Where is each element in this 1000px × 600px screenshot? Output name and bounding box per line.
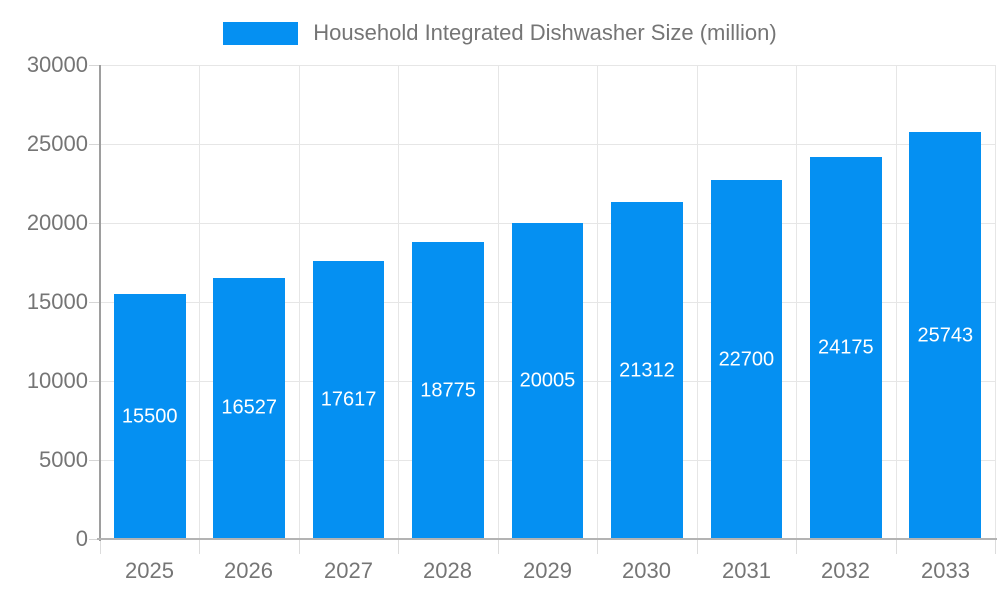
y-axis-tick bbox=[89, 539, 100, 540]
x-axis-label: 2033 bbox=[921, 558, 970, 583]
gridline-vertical bbox=[398, 65, 400, 539]
bar-2030[interactable]: 21312 bbox=[611, 202, 683, 539]
y-axis-label: 30000 bbox=[26, 52, 88, 77]
y-axis-line bbox=[99, 65, 101, 541]
x-axis-line bbox=[97, 538, 997, 540]
x-axis-tick bbox=[199, 540, 200, 554]
y-axis-label: 5000 bbox=[39, 447, 88, 472]
bar-value-label: 20005 bbox=[519, 369, 576, 392]
gridline-vertical bbox=[199, 65, 201, 539]
bar-value-label: 22700 bbox=[718, 348, 775, 371]
bar-value-label: 16527 bbox=[221, 396, 277, 419]
y-axis-label: 25000 bbox=[26, 131, 88, 156]
y-axis-label: 20000 bbox=[26, 210, 88, 235]
x-axis-tick bbox=[896, 540, 897, 554]
y-axis-tick bbox=[89, 144, 100, 145]
x-axis-label: 2028 bbox=[423, 558, 472, 583]
y-axis-tick bbox=[89, 65, 100, 66]
legend-swatch bbox=[223, 21, 299, 45]
x-axis-label: 2027 bbox=[324, 558, 373, 583]
y-axis-tick bbox=[89, 223, 100, 224]
bar-2029[interactable]: 20005 bbox=[511, 222, 584, 539]
gridline-horizontal bbox=[100, 65, 995, 66]
gridline-vertical bbox=[796, 65, 798, 539]
gridline-vertical bbox=[298, 65, 300, 539]
x-axis-label: 2029 bbox=[523, 558, 572, 583]
x-axis-tick bbox=[697, 540, 698, 554]
x-axis-tick bbox=[796, 540, 797, 554]
bar-value-label: 17617 bbox=[320, 388, 377, 411]
x-axis-tick bbox=[100, 540, 101, 554]
x-axis-tick bbox=[498, 540, 499, 554]
y-axis-label: 15000 bbox=[26, 289, 88, 314]
gridline-vertical bbox=[895, 65, 897, 539]
bar-2028[interactable]: 18775 bbox=[412, 242, 484, 539]
bar-value-label: 21312 bbox=[619, 359, 675, 382]
gridline-vertical bbox=[995, 65, 996, 539]
gridline-vertical bbox=[497, 65, 499, 539]
x-axis-label: 2025 bbox=[125, 558, 174, 583]
x-axis-tick bbox=[995, 540, 996, 554]
y-axis-tick bbox=[89, 381, 100, 382]
y-axis-tick bbox=[89, 460, 100, 461]
x-axis-label: 2031 bbox=[722, 558, 771, 583]
bar-2032[interactable]: 24175 bbox=[810, 157, 882, 539]
gridline-vertical bbox=[696, 65, 698, 539]
legend-item[interactable]: Household Integrated Dishwasher Size (mi… bbox=[0, 18, 1000, 48]
x-axis-tick bbox=[299, 540, 300, 554]
x-axis-tick bbox=[398, 540, 399, 554]
y-axis-label: 10000 bbox=[26, 368, 88, 393]
bar-value-label: 15500 bbox=[121, 405, 178, 428]
gridline-horizontal bbox=[100, 143, 995, 145]
x-axis-label: 2030 bbox=[622, 558, 671, 583]
bar-2025[interactable]: 15500 bbox=[113, 294, 186, 539]
legend-label: Household Integrated Dishwasher Size (mi… bbox=[313, 20, 777, 45]
y-axis-label: 0 bbox=[75, 526, 88, 551]
x-axis-label: 2032 bbox=[821, 558, 870, 583]
y-axis-tick bbox=[89, 302, 100, 303]
bar-value-label: 24175 bbox=[818, 336, 874, 359]
bar-2033[interactable]: 25743 bbox=[909, 132, 982, 539]
x-axis-label: 2026 bbox=[224, 558, 273, 583]
bar-value-label: 18775 bbox=[420, 379, 476, 402]
gridline-vertical bbox=[597, 65, 599, 539]
bar-2027[interactable]: 17617 bbox=[312, 260, 385, 539]
plot-area: 15500 16527 17617 18775 20005 21312 22700 24175… bbox=[100, 65, 996, 539]
x-axis-tick bbox=[597, 540, 598, 554]
bar-2031[interactable]: 22700 bbox=[710, 180, 783, 539]
bar-2026[interactable]: 16527 bbox=[213, 277, 285, 539]
bar-value-label: 25743 bbox=[917, 324, 974, 347]
